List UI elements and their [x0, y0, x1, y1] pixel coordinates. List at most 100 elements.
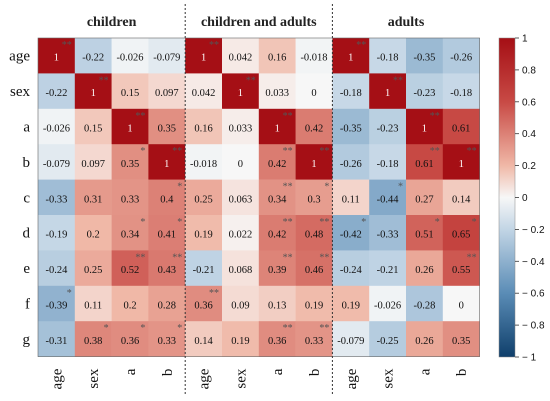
significance-stars: * [435, 217, 440, 228]
heatmap-cell [295, 179, 333, 216]
cell-value-label: 0.34 [121, 230, 140, 241]
cell-value-label: 1 [348, 53, 353, 64]
heatmap-cell [111, 215, 149, 251]
column-label: a [123, 368, 139, 375]
heatmap-cell [74, 108, 112, 145]
heatmap-cell [185, 38, 223, 74]
heatmap-cell [74, 179, 112, 216]
cell-value-label: 0.097 [155, 88, 179, 99]
panel-title-2: adults [388, 15, 425, 30]
row-label: f [25, 297, 30, 313]
heatmap-cell [295, 38, 333, 74]
cell-value-label: 0.35 [121, 159, 139, 170]
significance-stars: ** [283, 217, 293, 228]
heatmap-cell [406, 108, 444, 145]
column-label: sex [233, 368, 249, 388]
significance-stars: ** [319, 252, 329, 263]
panel-separators [184, 4, 333, 396]
significance-stars: * [140, 323, 145, 334]
cell-value-label: 0.42 [305, 124, 323, 135]
cell-value-label: -0.026 [374, 301, 401, 312]
heatmap-cell [111, 321, 149, 357]
heatmap-cell [258, 179, 296, 216]
heatmap-cell [222, 38, 260, 74]
heatmap-cell [258, 38, 296, 74]
heatmap-cell [38, 73, 76, 110]
significance-stars: ** [283, 252, 293, 263]
heatmap-cell [185, 144, 223, 180]
heatmap-cell [295, 144, 333, 180]
cell-value-label: -0.33 [377, 230, 399, 241]
colorbar-tick-label: 1 [522, 34, 528, 45]
significance-stars: ** [209, 40, 219, 51]
heatmap-cell [148, 179, 186, 216]
cell-value-label: 0.51 [415, 230, 433, 241]
cell-value-label: 1 [127, 124, 132, 135]
cell-value-label: 0.38 [84, 336, 102, 347]
cell-value-label: 0.16 [194, 124, 212, 135]
cell-value-label: -0.21 [377, 265, 399, 276]
heatmap-cell [74, 38, 112, 74]
heatmap-cell [111, 38, 149, 74]
heatmap-cell [222, 108, 260, 145]
cell-value-label: 0 [311, 88, 316, 99]
cell-value-label: -0.28 [413, 301, 435, 312]
heatmap-cell [406, 321, 444, 357]
cell-value-label: 0.46 [305, 265, 323, 276]
cell-value-label: 0.15 [121, 88, 139, 99]
heatmap-cell [295, 250, 333, 287]
cell-value-label: 1 [275, 124, 280, 135]
colorbar-tick-label: 0 [522, 193, 528, 204]
significance-stars: ** [135, 111, 145, 122]
cell-value-label: -0.35 [340, 124, 362, 135]
significance-stars: * [324, 182, 329, 193]
heatmap-cell [148, 73, 186, 110]
column-label: age [49, 368, 65, 389]
heatmap-cell [442, 108, 480, 145]
heatmap-cell [74, 250, 112, 287]
heatmap-cell [74, 215, 112, 251]
cell-value-label: 0.39 [268, 265, 286, 276]
significance-stars: ** [172, 146, 182, 157]
cell-value-label: 0.19 [305, 301, 323, 312]
heatmap-cell [74, 144, 112, 180]
cell-value-label: 0.33 [305, 336, 323, 347]
heatmap-cell [258, 285, 296, 322]
heatmap-cell [111, 108, 149, 145]
heatmap-cell [74, 285, 112, 322]
heatmap-cell [332, 285, 370, 322]
heatmap-cell [442, 73, 480, 110]
cell-value-label: 0.61 [452, 124, 470, 135]
heatmap-cell [295, 321, 333, 357]
row-label: g [23, 332, 31, 348]
significance-stars: ** [99, 75, 109, 86]
panel-titles: children children and adults adults [87, 15, 425, 30]
cell-value-label: -0.026 [43, 124, 70, 135]
cell-value-label: -0.25 [377, 336, 399, 347]
cell-value-label: -0.23 [413, 88, 435, 99]
cell-value-label: 0.033 [265, 88, 289, 99]
heatmap-cell [369, 108, 407, 145]
heatmap-cell [222, 179, 260, 216]
cell-value-label: 0.48 [305, 230, 323, 241]
significance-stars: ** [393, 75, 403, 86]
heatmap-cell [442, 179, 480, 216]
heatmap-cell [406, 38, 444, 74]
heatmap-cell [332, 215, 370, 251]
cell-value-label: 0.19 [231, 336, 249, 347]
column-label: b [160, 369, 176, 377]
heatmap-cell [369, 73, 407, 110]
cell-value-label: -0.22 [82, 53, 104, 64]
cell-value-label: 0 [238, 159, 243, 170]
cell-value-label: 0.28 [158, 301, 176, 312]
panel-title-1: children and adults [201, 15, 317, 30]
heatmap-cell [148, 250, 186, 287]
cell-value-label: 0.41 [158, 230, 176, 241]
heatmap-cell [369, 179, 407, 216]
heatmap-cell [185, 215, 223, 251]
colorbar-gradient [498, 37, 516, 358]
heatmap-cell [38, 215, 76, 251]
colorbar-tick-label: 0.2 [522, 161, 536, 172]
cell-value-label: 0.042 [229, 53, 253, 64]
